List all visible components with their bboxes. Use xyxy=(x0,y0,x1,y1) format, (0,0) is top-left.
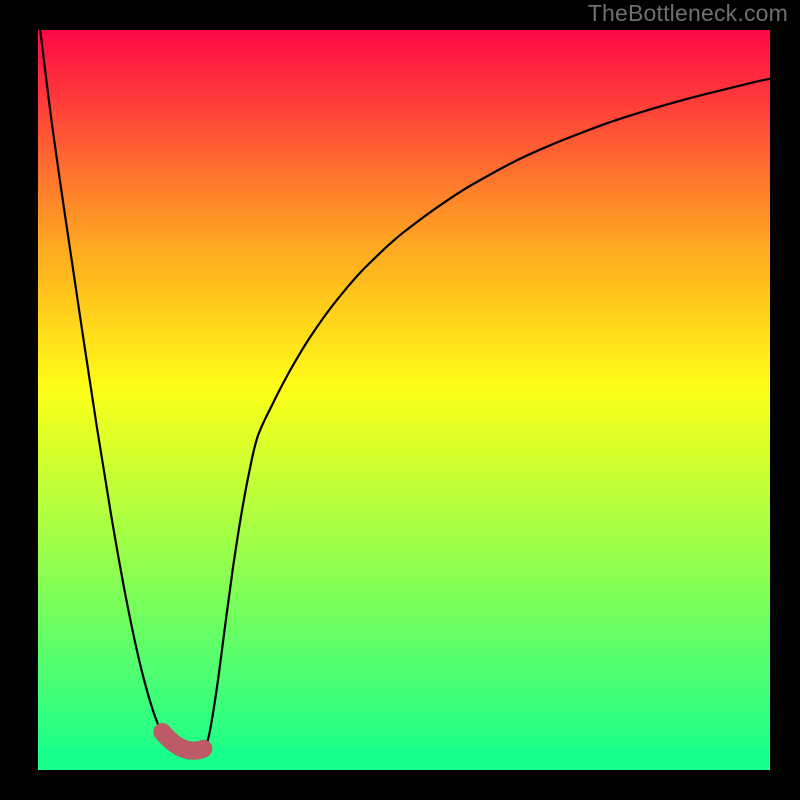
plot-area xyxy=(38,30,770,770)
watermark-text: TheBottleneck.com xyxy=(588,0,788,27)
gradient-background xyxy=(38,30,770,770)
chart-canvas: TheBottleneck.com xyxy=(0,0,800,800)
